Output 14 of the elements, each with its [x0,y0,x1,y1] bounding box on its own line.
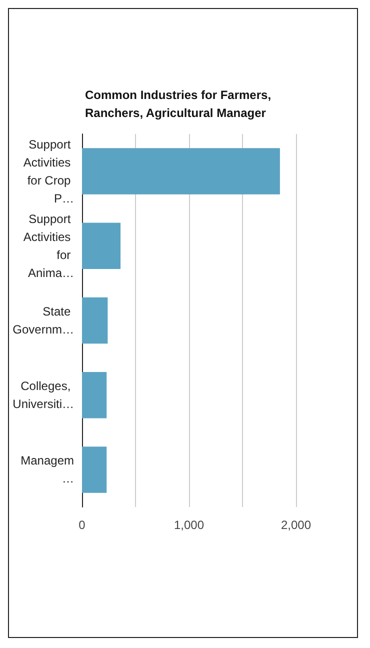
x-tick-label: 0 [78,518,86,532]
y-tick-label: Support Activities for Crop P… [23,137,74,206]
bar [82,372,107,418]
bar [82,148,280,194]
bar [82,297,108,344]
y-tick-label: Support Activities for Anima… [23,212,74,280]
y-tick-label: State Governm… [12,304,74,336]
x-tick-label: 1,000 [174,518,204,532]
x-tick-label: 2,000 [280,518,312,532]
bar [82,446,107,493]
chart-title: Common Industries for Farmers, Ranchers, Agricultural Manager [85,88,274,120]
bar [82,222,121,270]
y-tick-label: Managem… [20,454,74,486]
y-tick-label: Colleges, Universiti… [12,379,74,412]
